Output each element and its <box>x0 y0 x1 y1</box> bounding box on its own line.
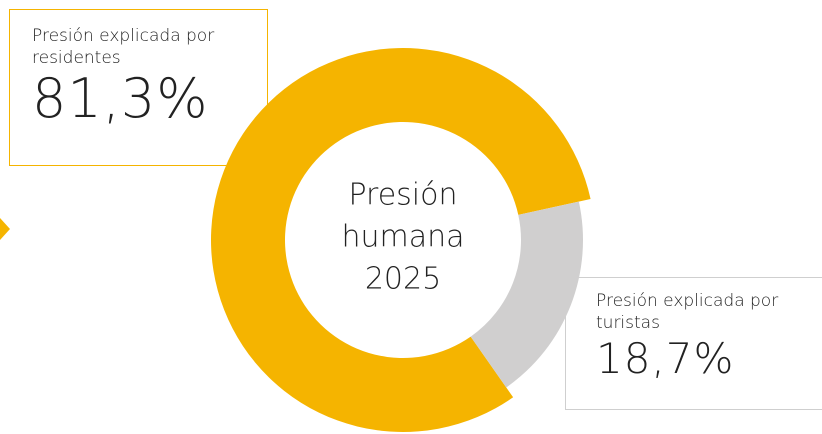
tourists-box: Presión explicada por turistas 18,7% <box>565 277 822 410</box>
value-label: 18,7% <box>596 334 735 383</box>
center-line: 2025 <box>365 262 441 297</box>
category-label: Presión explicada por turistas <box>596 291 779 333</box>
center-line: Presión <box>348 178 457 213</box>
donut-segment <box>470 201 583 388</box>
chevron <box>0 218 10 240</box>
category-label: Presión explicada por residentes <box>32 26 215 68</box>
value-label: 81,3% <box>32 67 209 130</box>
center-label: Presión humana 2025 <box>341 178 464 297</box>
center-line: humana <box>341 220 464 255</box>
residents-box: Presión explicada por residentes 81,3% <box>9 9 268 166</box>
donut-segment <box>211 47 591 432</box>
